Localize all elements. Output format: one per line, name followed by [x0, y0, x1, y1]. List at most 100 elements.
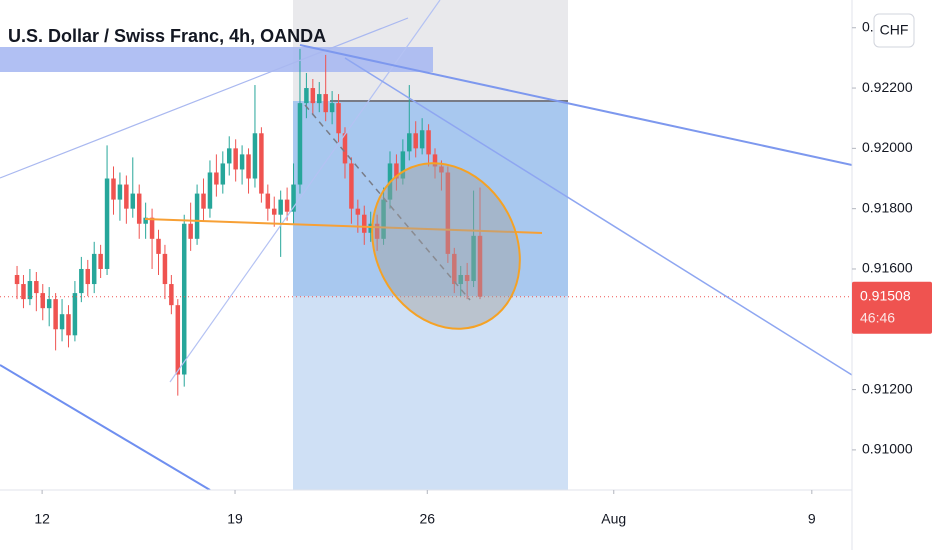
horizontal-line [144, 218, 543, 234]
candle-body [220, 163, 226, 185]
candle-body [329, 103, 335, 113]
candle-body [66, 314, 71, 336]
candle-body [464, 275, 470, 282]
candle-body [349, 163, 354, 209]
candle-body [124, 184, 129, 209]
candle-body [362, 214, 367, 233]
candle-body [201, 193, 206, 209]
candle-body [136, 193, 142, 224]
ellipse [371, 162, 521, 330]
chart-title: U.S. Dollar / Swiss Franc, 4h, OANDA [8, 26, 326, 46]
trend-line [0, 364, 211, 490]
candle-body [239, 154, 245, 170]
candle-body [426, 130, 431, 155]
candle-body [130, 193, 136, 209]
currency-button[interactable] [873, 13, 915, 48]
path-line [304, 104, 471, 301]
candle-body [265, 193, 271, 209]
y-tick-label: 0.91600 [862, 260, 913, 276]
trend-line [344, 57, 852, 376]
x-tick-label: 26 [419, 511, 435, 527]
x-tick-label: 19 [227, 511, 243, 527]
candle-body [291, 184, 296, 212]
target-zone-lower [293, 296, 568, 490]
candle-body [194, 193, 200, 239]
candle-body [477, 235, 483, 297]
candle-body [21, 284, 26, 300]
candle-body [271, 208, 277, 215]
currency-button-label[interactable]: CHF [880, 22, 909, 38]
candle-body [381, 199, 386, 239]
candle-body [59, 314, 65, 330]
candle-body [297, 103, 303, 185]
candle-body [104, 178, 110, 269]
candle-body [34, 281, 39, 294]
candle-body [304, 88, 309, 104]
candle-body [336, 103, 341, 134]
candle-body [310, 88, 316, 104]
candle-body [91, 253, 97, 285]
candle-body [355, 208, 361, 215]
y-tick-label: 0.91800 [862, 199, 913, 215]
candle-body [79, 268, 84, 294]
candle-body [207, 172, 213, 209]
candle-body [98, 253, 103, 269]
candle-body [458, 275, 463, 285]
trend-line [0, 17, 409, 179]
last-price-label: 0.91508 [860, 287, 911, 303]
y-tick-label: 0.92200 [862, 79, 913, 95]
candle-body [169, 284, 174, 306]
candle-body [111, 178, 116, 200]
candle-body [259, 133, 264, 194]
candle-body [317, 94, 322, 104]
candle-body [156, 238, 161, 254]
candle-body [439, 166, 444, 173]
candle-body [284, 199, 290, 212]
candle-body [117, 184, 123, 200]
candle-body [72, 293, 78, 336]
trend-line [169, 0, 441, 383]
y-tick-label: 0.91000 [862, 441, 913, 457]
candle-body [14, 275, 20, 285]
candle-body [252, 133, 258, 179]
x-tick-label: Aug [601, 511, 626, 527]
candle-body [27, 281, 33, 300]
overlay: U.S. Dollar / Swiss Franc, 4h, OANDA CHF [8, 13, 915, 48]
last-price-badge [852, 281, 932, 334]
candle-body [85, 268, 91, 285]
plot [0, 48, 852, 396]
candle-body [368, 223, 373, 233]
candle-body [445, 172, 451, 254]
candle-body [278, 199, 283, 215]
x-tick-label: 9 [808, 511, 816, 527]
candle-body [374, 223, 380, 239]
candle-body [162, 253, 168, 285]
candle-body [413, 133, 418, 149]
candle-body [149, 217, 155, 239]
y-tick-label: 0.92000 [862, 139, 913, 155]
candle-body [214, 172, 219, 185]
drawings-front [0, 0, 852, 490]
candle-body [323, 94, 328, 113]
candle-body [46, 299, 52, 309]
candle-body [175, 305, 181, 375]
candle-body [342, 133, 348, 164]
x-tick-label: 12 [34, 511, 50, 527]
candle-body [432, 154, 438, 167]
countdown-label: 46:46 [860, 309, 895, 325]
candle-body [181, 223, 187, 375]
candle-body [188, 223, 193, 239]
candle-body [471, 235, 476, 282]
candle-body [233, 148, 238, 170]
candle-body [419, 130, 425, 149]
candle-body [394, 163, 399, 179]
candle-body [400, 151, 406, 179]
candle-body [40, 293, 46, 309]
y-tick-label: 0.91200 [862, 380, 913, 396]
candle-body [452, 253, 457, 285]
candle-body [246, 154, 251, 179]
candle-body [226, 148, 232, 164]
candle-body [53, 299, 58, 330]
candle-body [143, 217, 148, 224]
